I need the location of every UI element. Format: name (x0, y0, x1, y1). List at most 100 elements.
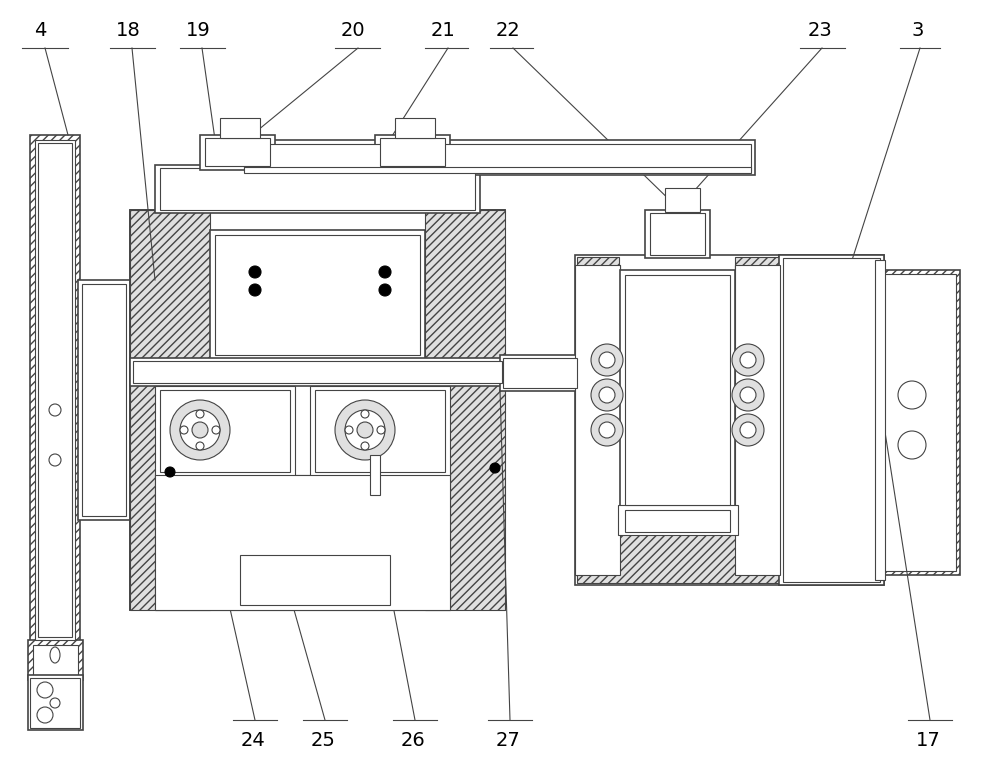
Text: 19: 19 (186, 21, 210, 39)
Bar (28, 640, 83, 680)
Bar (395, 118, 435, 138)
Bar (315, 390, 445, 472)
Bar (735, 265, 780, 575)
Circle shape (335, 400, 395, 460)
Bar (78, 280, 130, 520)
Bar (210, 500, 425, 595)
Bar (200, 135, 275, 170)
Bar (779, 255, 884, 585)
Text: 25: 25 (311, 730, 335, 750)
Bar (160, 390, 290, 472)
Bar (38, 143, 72, 637)
Bar (620, 270, 735, 510)
Bar (665, 188, 700, 212)
Bar (155, 386, 295, 476)
Ellipse shape (50, 647, 60, 663)
Circle shape (37, 707, 53, 723)
Text: 18: 18 (116, 21, 140, 39)
Bar (155, 475, 450, 610)
Bar (35, 140, 75, 640)
Bar (735, 265, 780, 575)
Text: 20: 20 (341, 21, 365, 39)
Circle shape (599, 387, 615, 403)
Circle shape (490, 463, 500, 473)
Bar (133, 361, 502, 383)
Text: 22: 22 (496, 21, 520, 39)
Bar (575, 255, 780, 585)
Bar (884, 274, 956, 571)
Circle shape (170, 400, 230, 460)
Bar (130, 358, 505, 386)
Circle shape (591, 344, 623, 376)
Bar (82, 284, 126, 516)
Bar (30, 135, 80, 645)
Circle shape (49, 404, 61, 416)
Bar (130, 210, 505, 610)
Circle shape (357, 422, 373, 438)
Bar (425, 210, 505, 610)
Text: 26: 26 (401, 730, 425, 750)
Bar (500, 355, 580, 391)
Circle shape (165, 467, 175, 477)
Circle shape (249, 266, 261, 278)
Circle shape (599, 422, 615, 438)
Bar (244, 144, 751, 171)
Circle shape (49, 454, 61, 466)
Bar (130, 210, 505, 610)
Circle shape (732, 344, 764, 376)
Text: 4: 4 (34, 21, 46, 39)
Bar (575, 265, 620, 575)
Circle shape (732, 379, 764, 411)
Bar (160, 168, 475, 210)
Circle shape (50, 698, 60, 708)
Text: 17: 17 (916, 730, 940, 750)
Text: 21: 21 (431, 21, 455, 39)
Circle shape (591, 414, 623, 446)
Bar (240, 555, 390, 605)
Polygon shape (886, 276, 952, 568)
Circle shape (345, 426, 353, 434)
Text: 24: 24 (241, 730, 265, 750)
Bar (30, 678, 80, 728)
Bar (375, 135, 450, 170)
Circle shape (192, 422, 208, 438)
Bar (880, 270, 960, 575)
Bar (244, 167, 751, 173)
Bar (779, 255, 884, 585)
Bar (205, 138, 270, 166)
Bar (503, 358, 577, 388)
Bar (215, 235, 420, 355)
Text: 27: 27 (496, 730, 520, 750)
Bar (315, 390, 445, 472)
Bar (28, 675, 83, 730)
Bar (575, 265, 620, 575)
Bar (82, 284, 126, 516)
Circle shape (180, 426, 188, 434)
Bar (155, 475, 450, 610)
Bar (240, 140, 755, 175)
Bar (210, 230, 425, 360)
Circle shape (379, 284, 391, 296)
Bar (618, 505, 738, 535)
Circle shape (377, 426, 385, 434)
Bar (30, 678, 80, 728)
Bar (380, 138, 445, 166)
Circle shape (37, 682, 53, 698)
Bar (310, 386, 450, 476)
Circle shape (740, 422, 756, 438)
Bar (38, 143, 72, 637)
Circle shape (591, 379, 623, 411)
Circle shape (249, 284, 261, 296)
Bar (783, 258, 880, 582)
Bar (130, 210, 210, 610)
Polygon shape (577, 257, 779, 583)
Bar (33, 645, 78, 675)
Circle shape (196, 410, 204, 418)
Text: 23: 23 (808, 21, 832, 39)
Circle shape (898, 381, 926, 409)
Bar (625, 510, 730, 532)
Circle shape (180, 410, 220, 450)
Circle shape (212, 426, 220, 434)
Circle shape (898, 431, 926, 459)
Circle shape (740, 387, 756, 403)
